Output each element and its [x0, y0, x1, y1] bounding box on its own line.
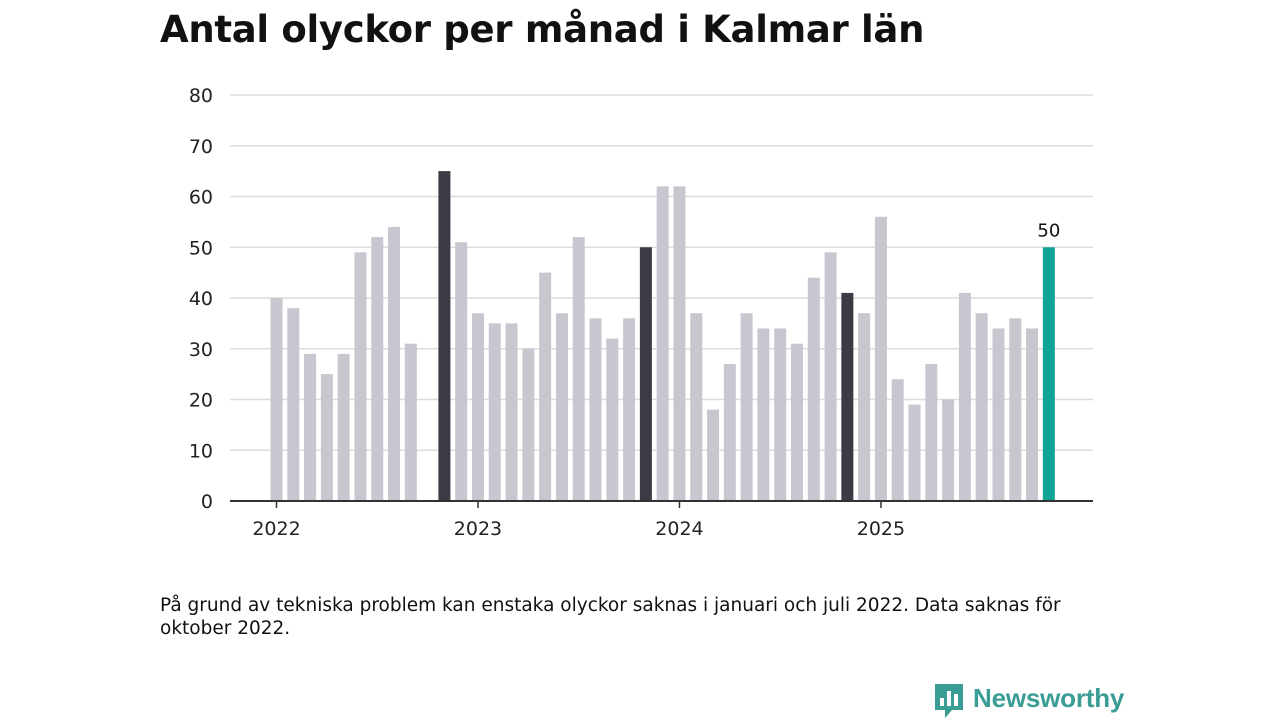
- x-tick-label: 2023: [454, 518, 502, 540]
- bar-2022-12: [455, 242, 468, 502]
- bar-2023-10: [623, 318, 636, 501]
- bar-2024-09: [807, 277, 820, 501]
- axes: [230, 500, 1093, 508]
- bar-2023-08: [589, 318, 602, 501]
- bar-2022-02: [287, 308, 300, 501]
- bar-2025-03: [908, 404, 921, 501]
- bar-2024-06: [757, 328, 770, 501]
- bar-2023-01: [471, 313, 484, 501]
- bar-2022-03: [304, 353, 317, 501]
- y-tick-label: 60: [189, 187, 213, 209]
- bar-2025-09: [1009, 318, 1022, 501]
- bar-2022-08: [388, 226, 401, 501]
- bar-2025-10: [1026, 328, 1039, 501]
- bar-2023-04: [522, 348, 535, 501]
- bar-2024-01: [673, 186, 686, 501]
- bar-2024-08: [790, 343, 803, 501]
- bar-2025-02: [891, 379, 904, 501]
- data-label: 50: [1037, 220, 1060, 241]
- newsworthy-logo[interactable]: Newsworthy: [933, 682, 1124, 722]
- footnote: På grund av tekniska problem kan enstaka…: [160, 595, 1061, 639]
- y-tick-label: 70: [189, 136, 213, 158]
- bar-2024-04: [723, 363, 736, 501]
- bar-2025-04: [925, 363, 938, 501]
- bar-2024-05: [740, 313, 753, 501]
- bar-2025-11: [1042, 247, 1055, 501]
- labels: 0 10 20 30 40 50 60 70 80 2022 2023 2024 2025 50: [189, 85, 1060, 540]
- bar-2023-02: [488, 323, 501, 501]
- y-tick-label: 80: [189, 85, 213, 107]
- bar-2022-05: [337, 353, 350, 501]
- x-tick-label: 2025: [857, 518, 905, 540]
- bar-2024-02: [690, 313, 703, 501]
- bar-2024-12: [858, 313, 871, 501]
- bar-2022-11: [438, 171, 451, 501]
- bar-2022-01: [270, 298, 283, 501]
- newsworthy-logo-icon: [935, 684, 963, 718]
- bar-2025-06: [958, 292, 971, 501]
- bar-2023-07: [572, 237, 585, 501]
- bar-2024-07: [774, 328, 787, 501]
- y-tick-label: 0: [201, 491, 213, 513]
- bar-2023-05: [539, 272, 552, 501]
- y-tick-label: 10: [189, 440, 213, 462]
- y-tick-label: 50: [189, 237, 213, 259]
- bar-2023-03: [505, 323, 518, 501]
- y-tick-label: 40: [189, 288, 213, 310]
- bar-chart: 0 10 20 30 40 50 60 70 80 2022 2023 2024 2025 50: [189, 85, 1093, 540]
- y-tick-label: 20: [189, 390, 213, 412]
- x-tick-label: 2024: [655, 518, 703, 540]
- bar-2022-04: [320, 374, 333, 501]
- bar-2022-06: [354, 252, 367, 501]
- bar-2024-10: [824, 252, 837, 501]
- bar-2022-09: [404, 343, 417, 501]
- bar-2025-01: [874, 216, 887, 502]
- y-tick-label: 30: [189, 339, 213, 361]
- bar-2022-07: [371, 237, 384, 501]
- bar-2024-03: [707, 409, 720, 501]
- bar-2025-08: [992, 328, 1005, 501]
- bar-2023-11: [639, 247, 652, 501]
- newsworthy-logo-text: Newsworthy: [973, 683, 1125, 713]
- bar-2023-09: [606, 338, 619, 501]
- bars: [270, 171, 1055, 502]
- x-tick-label: 2022: [252, 518, 300, 540]
- chart-title: Antal olyckor per månad i Kalmar län: [160, 8, 925, 51]
- bar-2025-05: [942, 399, 955, 501]
- bar-2023-06: [555, 313, 568, 501]
- bar-2025-07: [975, 313, 988, 501]
- bar-2024-11: [841, 292, 854, 501]
- bar-2023-12: [656, 186, 669, 501]
